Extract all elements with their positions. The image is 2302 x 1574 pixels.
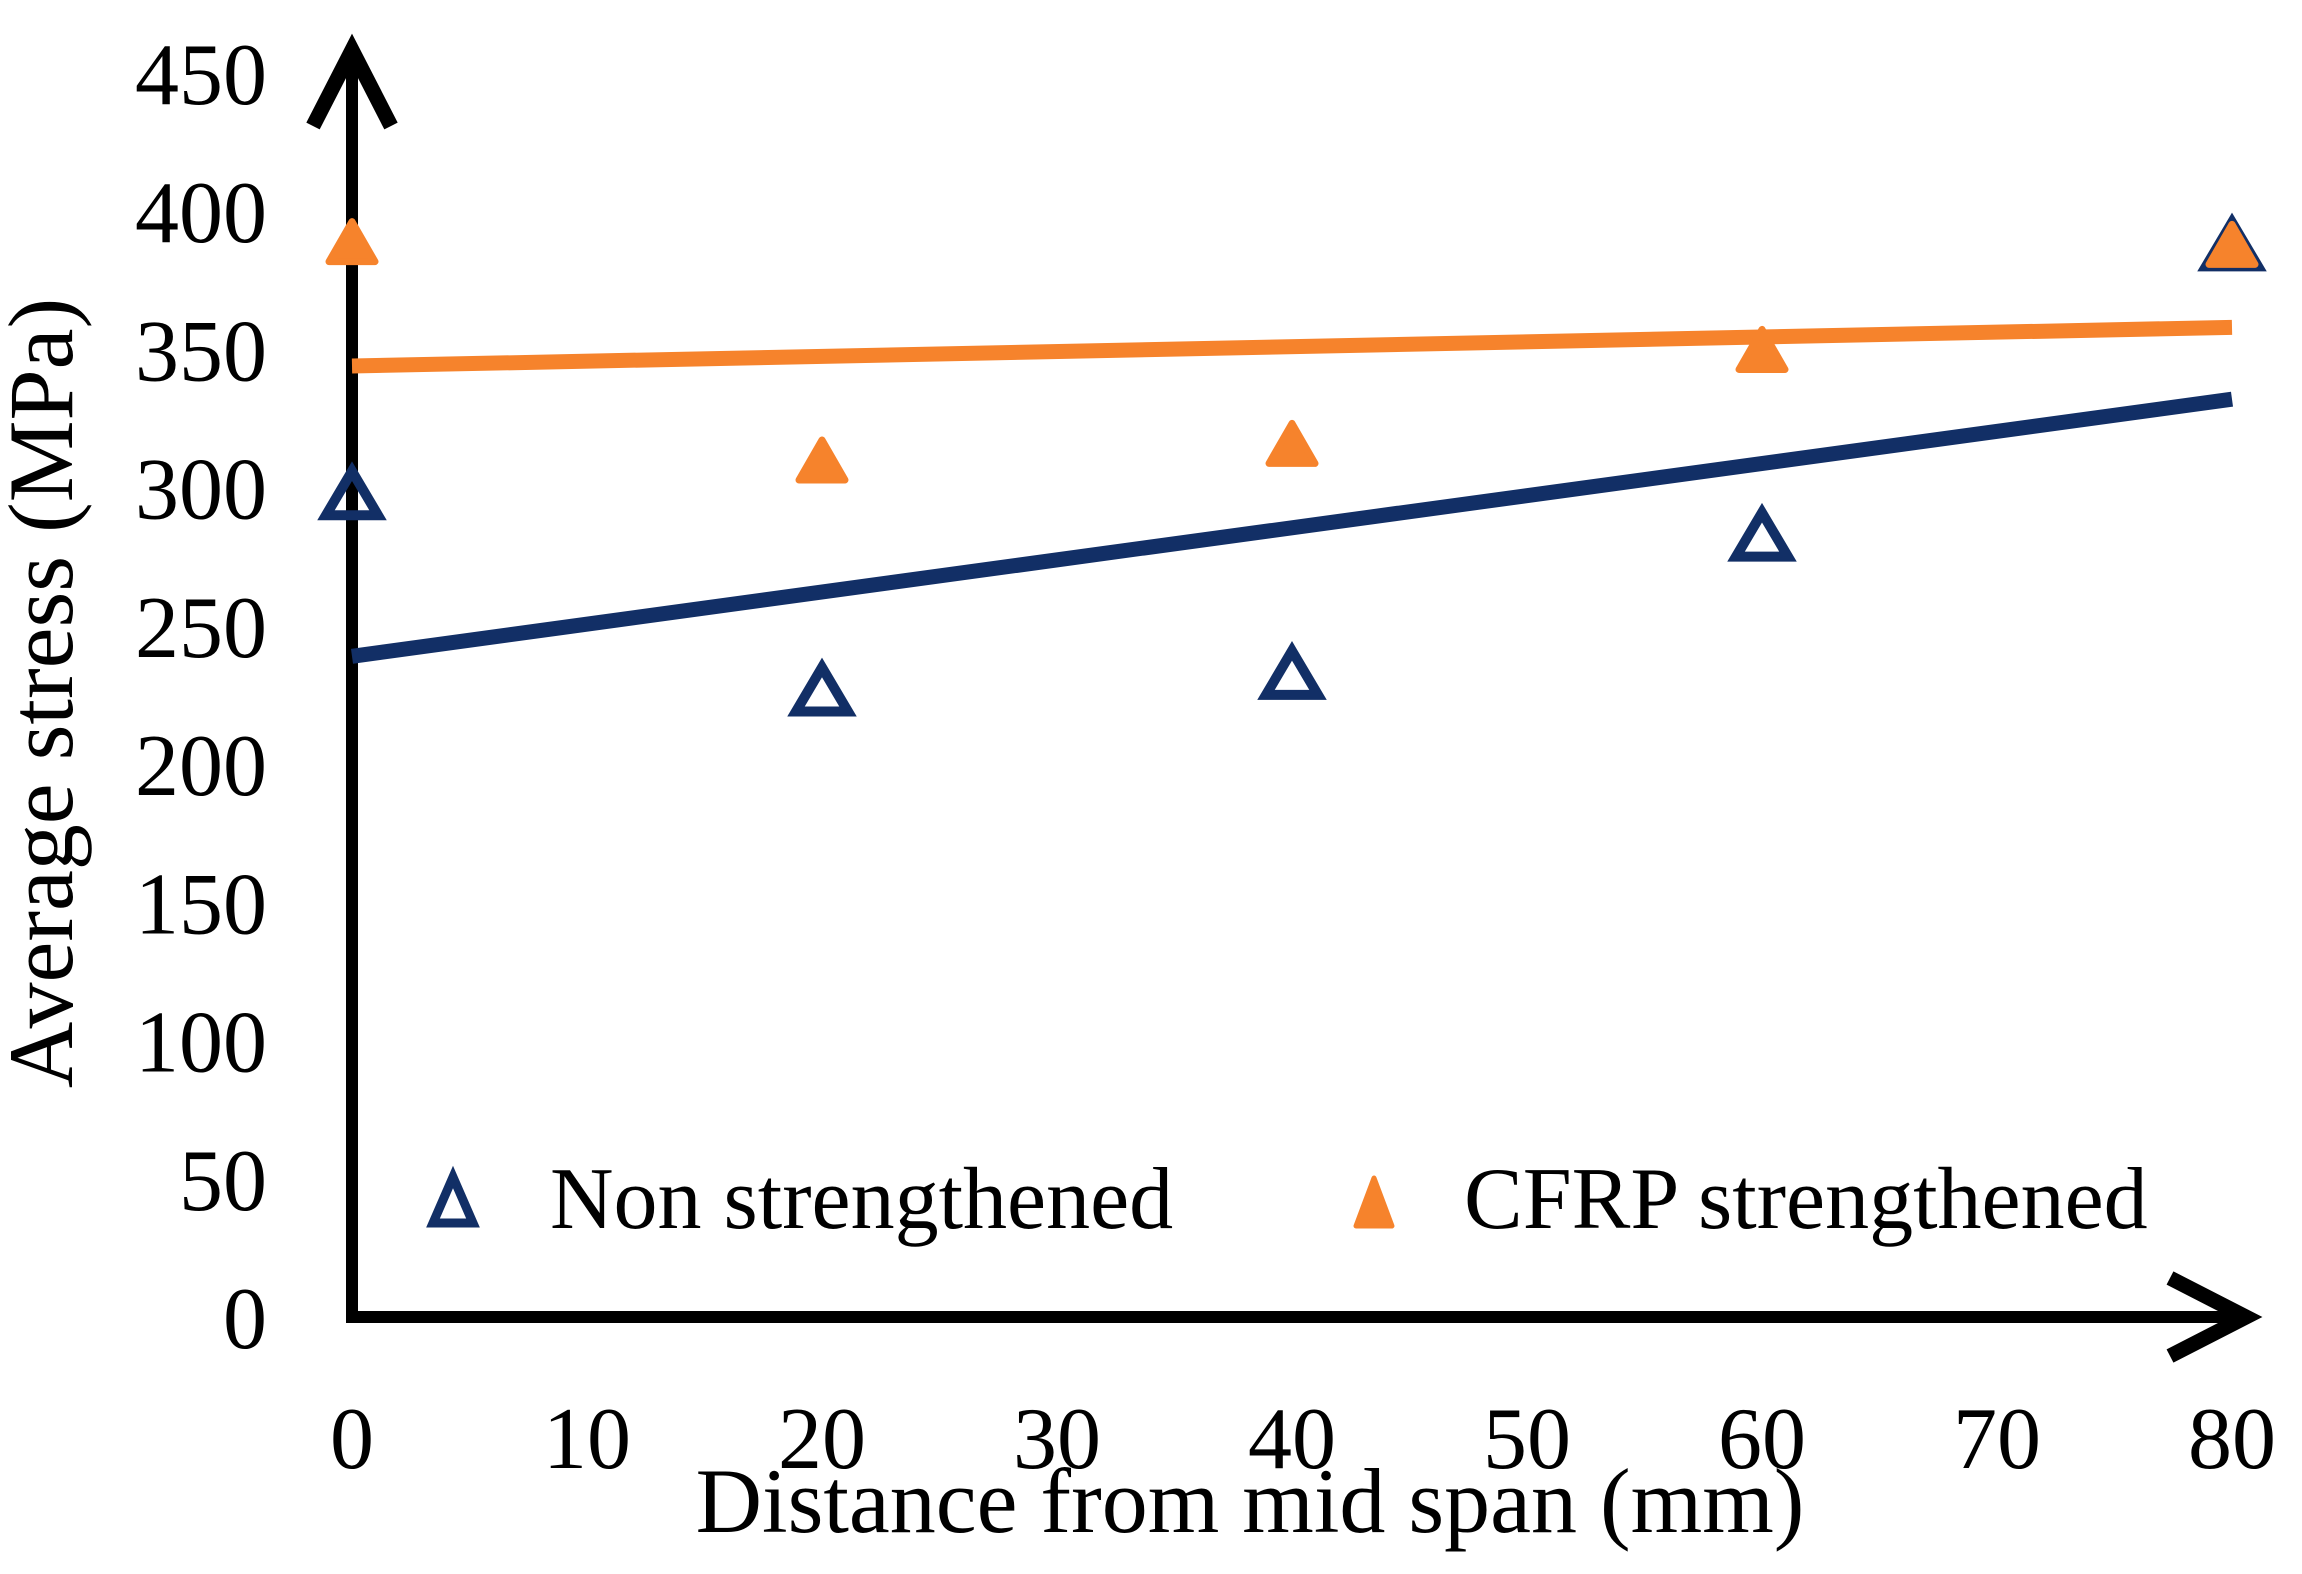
legend-label-cfrp-strengthened: CFRP strengthened — [1464, 1151, 2148, 1248]
legend-marker-cfrp-strengthened-icon — [1353, 1175, 1395, 1229]
legend-marker-non-strengthened-icon — [426, 1165, 480, 1228]
y-tick-label: 350 — [135, 303, 267, 400]
x-tick-label: 40 — [1248, 1391, 1336, 1488]
y-axis-arrow-icon — [306, 33, 398, 130]
x-axis-title: Distance from mid span (mm) — [696, 1450, 1805, 1552]
marker-cfrp-strengthened — [795, 436, 849, 484]
y-tick-label: 400 — [135, 165, 267, 262]
y-tick-label: 200 — [135, 718, 267, 815]
y-tick-label: 100 — [135, 995, 267, 1092]
marker-non-strengthened — [1257, 641, 1327, 700]
y-tick-label: 450 — [135, 27, 267, 124]
marker-cfrp-strengthened — [2205, 220, 2259, 268]
x-axis-arrow-icon — [2166, 1271, 2263, 1363]
marker-cfrp-strengthened — [325, 218, 379, 266]
y-tick-label: 50 — [179, 1133, 267, 1230]
legend: Non strengthened CFRP strengthened — [426, 1151, 2148, 1248]
x-tick-label: 50 — [1483, 1391, 1571, 1488]
marker-non-strengthened — [317, 461, 387, 521]
legend-label-non-strengthened: Non strengthened — [550, 1151, 1173, 1248]
marker-cfrp-strengthened — [1265, 419, 1319, 467]
y-axis-title: Average stress (MPa) — [0, 298, 92, 1088]
x-tick-label: 20 — [778, 1391, 866, 1488]
x-tick-label: 80 — [2188, 1391, 2276, 1488]
x-tick-label: 30 — [1013, 1391, 1101, 1488]
x-tick-label: 10 — [543, 1391, 631, 1488]
x-tick-label: 0 — [330, 1391, 374, 1488]
trendline-non-strengthened — [350, 391, 2234, 664]
y-tick-label: 150 — [135, 856, 267, 953]
marker-non-strengthened — [787, 657, 857, 717]
y-tick-label: 250 — [135, 580, 267, 677]
marker-cfrp-strengthened — [1735, 325, 1789, 373]
trendline-cfrp-strengthened — [351, 319, 2233, 374]
marker-non-strengthened — [1727, 502, 1797, 562]
x-tick-label: 60 — [1718, 1391, 1806, 1488]
y-tick-label: 300 — [135, 442, 267, 539]
x-tick-label: 70 — [1953, 1391, 2041, 1488]
y-tick-label: 0 — [223, 1271, 267, 1368]
